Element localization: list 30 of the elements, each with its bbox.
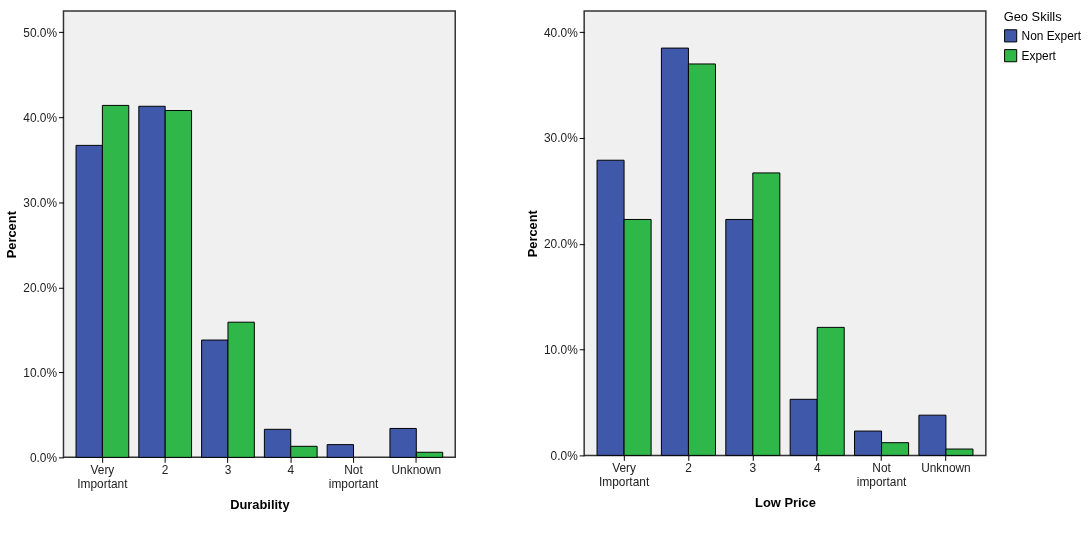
y-tick-label: 0.0% [550, 448, 579, 463]
legend-label: Non Expert [1021, 28, 1082, 43]
x-tick-label: 3 [749, 460, 757, 475]
y-tick-label: 0.0% [29, 450, 58, 465]
y-tick-label: 30.0% [544, 131, 579, 146]
y-tick-label: 30.0% [23, 195, 58, 210]
x-tick-label: Not important [328, 462, 379, 491]
y-axis-title: Percent [4, 210, 20, 259]
y-tick-label: 10.0% [544, 343, 579, 358]
y-tick-label: 20.0% [544, 237, 579, 252]
y-tick-label: 20.0% [23, 280, 58, 295]
y-tick-label: 10.0% [23, 365, 58, 380]
x-axis-title: Low Price [755, 495, 816, 511]
x-tick-label: 3 [224, 462, 232, 477]
x-tick-label: Very Important [598, 460, 650, 489]
x-tick-label: Not important [856, 460, 908, 489]
x-tick-label: Unknown [391, 462, 442, 477]
legend-title: Geo Skills [1003, 8, 1062, 24]
x-tick-label: 2 [161, 462, 169, 477]
y-tick-label: 40.0% [544, 25, 579, 40]
y-tick-label: 40.0% [23, 110, 58, 125]
x-tick-label: Very Important [77, 462, 129, 491]
y-tick-label: 50.0% [23, 25, 58, 40]
x-tick-label: 4 [287, 462, 295, 477]
legend-label: Expert [1021, 48, 1057, 63]
x-tick-label: 2 [685, 460, 693, 475]
x-tick-label: 4 [813, 460, 821, 475]
y-axis-title: Percent [525, 209, 541, 258]
x-tick-label: Unknown [921, 460, 971, 475]
x-axis-title: Durability [230, 497, 291, 513]
